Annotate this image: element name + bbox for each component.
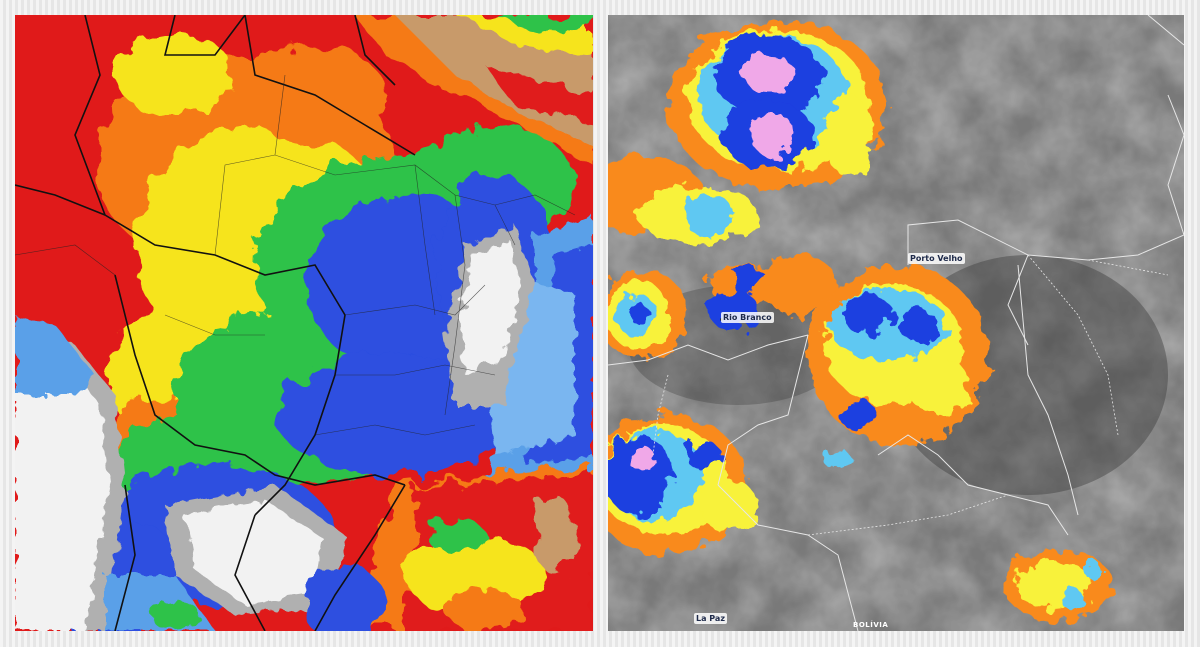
city-label-rio-branco: Rio Branco xyxy=(721,312,774,323)
storm-cluster-rio-branco xyxy=(608,255,838,360)
west-ocean-field xyxy=(15,315,215,631)
state-borders xyxy=(15,74,576,436)
satellite-ir-panel: Porto Velho Rio Branco La Paz BOLÍVIA xyxy=(608,15,1184,631)
storm-cluster-southeast xyxy=(1003,550,1113,620)
country-label-bolivia: BOLÍVIA xyxy=(853,621,889,629)
city-label-porto-velho: Porto Velho xyxy=(908,253,965,264)
dry-white-east xyxy=(445,225,535,405)
north-atlantic-field xyxy=(355,15,593,165)
dry-white-south xyxy=(15,325,345,631)
precipitation-map xyxy=(15,15,593,631)
city-label-la-paz: La Paz xyxy=(694,613,727,624)
east-ocean-field xyxy=(485,215,593,485)
storm-cluster-southwest xyxy=(608,415,758,555)
storm-cluster-central xyxy=(808,265,988,470)
state-borders-dashed xyxy=(652,254,1169,536)
satellite-image xyxy=(608,15,1184,631)
precipitation-map-panel xyxy=(15,15,593,631)
storm-cluster-north xyxy=(608,20,888,245)
south-atlantic-field xyxy=(305,465,593,631)
